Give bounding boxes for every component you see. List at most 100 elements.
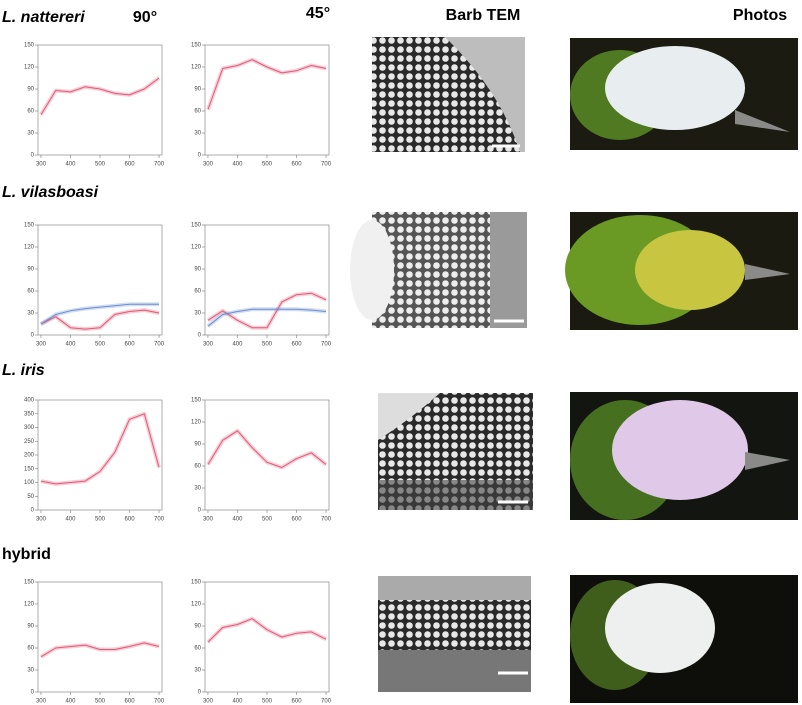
x-tick-label: 700 (321, 699, 332, 705)
y-tick-label: 90 (194, 624, 201, 630)
x-tick-label: 500 (95, 342, 106, 348)
x-tick-label: 300 (203, 517, 214, 523)
x-tick-label: 600 (292, 162, 303, 168)
row-label: L. iris (2, 362, 45, 379)
y-tick-label: 0 (198, 508, 202, 514)
row-label: L. nattereri (2, 9, 85, 26)
x-tick-label: 400 (65, 699, 76, 705)
row-label: hybrid (2, 546, 51, 563)
x-tick-label: 600 (292, 342, 303, 348)
y-tick-label: 150 (24, 466, 35, 472)
y-tick-label: 120 (24, 245, 35, 251)
x-tick-label: 300 (203, 342, 214, 348)
spectrum-band (39, 76, 161, 116)
y-tick-label: 120 (191, 602, 202, 608)
y-tick-label: 30 (27, 668, 34, 674)
y-tick-label: 30 (194, 668, 201, 674)
x-tick-label: 600 (292, 517, 303, 523)
y-tick-label: 150 (191, 580, 202, 586)
y-tick-label: 30 (27, 311, 34, 317)
x-tick-label: 500 (262, 342, 273, 348)
x-tick-label: 600 (125, 699, 136, 705)
photo (565, 212, 798, 330)
x-tick-label: 300 (36, 699, 47, 705)
y-tick-label: 150 (24, 43, 35, 49)
x-tick-label: 700 (321, 162, 332, 168)
tem-image (372, 37, 525, 152)
column-header: Photos (733, 7, 787, 24)
spectrum-line (207, 430, 327, 468)
x-tick-label: 400 (65, 162, 76, 168)
spectrum-line (40, 77, 160, 115)
x-tick-label: 400 (232, 342, 243, 348)
y-tick-label: 120 (191, 245, 202, 251)
x-tick-label: 300 (36, 517, 47, 523)
column-header: Barb TEM (446, 7, 521, 24)
y-tick-label: 50 (27, 494, 34, 500)
spectrum-line (40, 309, 160, 330)
photo (570, 575, 798, 703)
y-tick-label: 90 (194, 87, 201, 93)
tem-image (378, 393, 533, 510)
y-tick-label: 120 (191, 420, 202, 426)
plot-frame (37, 581, 163, 693)
spectrum-line (207, 59, 327, 110)
x-tick-label: 400 (65, 342, 76, 348)
y-tick-label: 90 (27, 267, 34, 273)
column-header: 45° (306, 5, 330, 22)
y-tick-label: 60 (194, 646, 201, 652)
x-tick-label: 500 (262, 517, 273, 523)
y-tick-label: 0 (198, 153, 202, 159)
x-tick-label: 500 (262, 699, 273, 705)
y-tick-label: 400 (24, 398, 35, 404)
y-tick-label: 0 (31, 508, 35, 514)
y-tick-label: 150 (24, 580, 35, 586)
y-tick-label: 60 (27, 289, 34, 295)
y-tick-label: 60 (194, 109, 201, 115)
x-tick-label: 600 (125, 517, 136, 523)
y-tick-label: 100 (24, 480, 35, 486)
x-tick-label: 500 (95, 162, 106, 168)
y-tick-label: 30 (194, 486, 201, 492)
y-tick-label: 150 (191, 43, 202, 49)
x-tick-label: 500 (95, 517, 106, 523)
spectrum-line (40, 642, 160, 658)
x-tick-label: 400 (232, 517, 243, 523)
y-tick-label: 0 (31, 333, 35, 339)
y-tick-label: 150 (191, 223, 202, 229)
y-tick-label: 0 (198, 333, 202, 339)
x-tick-label: 400 (232, 699, 243, 705)
y-tick-label: 90 (27, 624, 34, 630)
x-tick-label: 700 (154, 517, 165, 523)
y-tick-label: 200 (24, 453, 35, 459)
x-tick-label: 600 (292, 699, 303, 705)
x-tick-label: 700 (154, 342, 165, 348)
y-tick-label: 60 (194, 464, 201, 470)
row-label: L. vilasboasi (2, 184, 99, 201)
y-tick-label: 60 (27, 646, 34, 652)
photo (570, 38, 798, 150)
x-tick-label: 400 (232, 162, 243, 168)
spectrum-line (207, 308, 327, 327)
x-tick-label: 500 (262, 162, 273, 168)
x-tick-label: 300 (36, 342, 47, 348)
y-tick-label: 90 (27, 87, 34, 93)
tem-image (378, 576, 531, 692)
x-tick-label: 600 (125, 162, 136, 168)
y-tick-label: 60 (194, 289, 201, 295)
y-tick-label: 150 (191, 398, 202, 404)
y-tick-label: 90 (194, 267, 201, 273)
y-tick-label: 300 (24, 425, 35, 431)
y-tick-label: 0 (198, 690, 202, 696)
y-tick-label: 120 (24, 602, 35, 608)
x-tick-label: 500 (95, 699, 106, 705)
spectrum-line (40, 303, 159, 325)
tem-image (350, 212, 527, 328)
plot-frame (204, 581, 330, 693)
spectrum-line (40, 413, 160, 485)
y-tick-label: 30 (27, 131, 34, 137)
y-tick-label: 0 (31, 690, 35, 696)
y-tick-label: 30 (194, 311, 201, 317)
y-tick-label: 120 (24, 65, 35, 71)
